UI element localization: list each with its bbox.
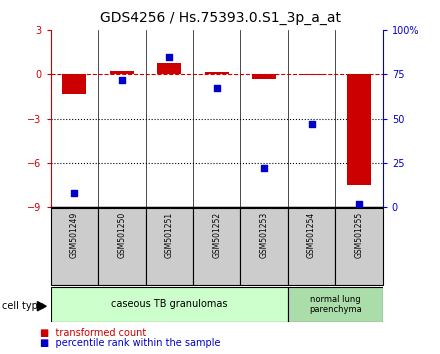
Bar [288, 287, 383, 322]
Text: GSM501254: GSM501254 [307, 212, 316, 258]
Point [71, 190, 78, 196]
Bar [146, 208, 193, 285]
Point [260, 165, 268, 171]
Bar [288, 208, 335, 285]
Point [356, 201, 363, 206]
Bar [62, 74, 86, 93]
Text: GSM501255: GSM501255 [355, 212, 363, 258]
Text: GDS4256 / Hs.75393.0.S1_3p_a_at: GDS4256 / Hs.75393.0.S1_3p_a_at [99, 11, 341, 25]
Bar [51, 287, 288, 322]
Bar [205, 72, 228, 74]
Bar [158, 63, 181, 74]
Point [213, 86, 220, 91]
Bar [110, 72, 134, 74]
Bar [98, 208, 146, 285]
Text: GSM501252: GSM501252 [212, 212, 221, 258]
Bar [300, 74, 323, 75]
Text: cell type: cell type [2, 301, 44, 311]
Bar [252, 74, 276, 79]
Bar [347, 74, 371, 185]
Text: GSM501250: GSM501250 [117, 212, 126, 258]
Point [166, 54, 173, 59]
Bar [51, 208, 98, 285]
Text: normal lung
parenchyma: normal lung parenchyma [309, 295, 362, 314]
Bar [193, 208, 240, 285]
Polygon shape [37, 302, 46, 311]
Text: ■  transformed count: ■ transformed count [40, 329, 146, 338]
Bar [240, 208, 288, 285]
Point [308, 121, 315, 127]
Point [118, 77, 125, 82]
Bar [335, 208, 383, 285]
Text: GSM501249: GSM501249 [70, 212, 79, 258]
Text: caseous TB granulomas: caseous TB granulomas [111, 299, 227, 309]
Text: GSM501251: GSM501251 [165, 212, 174, 258]
Text: ■  percentile rank within the sample: ■ percentile rank within the sample [40, 338, 220, 348]
Text: GSM501253: GSM501253 [260, 212, 269, 258]
